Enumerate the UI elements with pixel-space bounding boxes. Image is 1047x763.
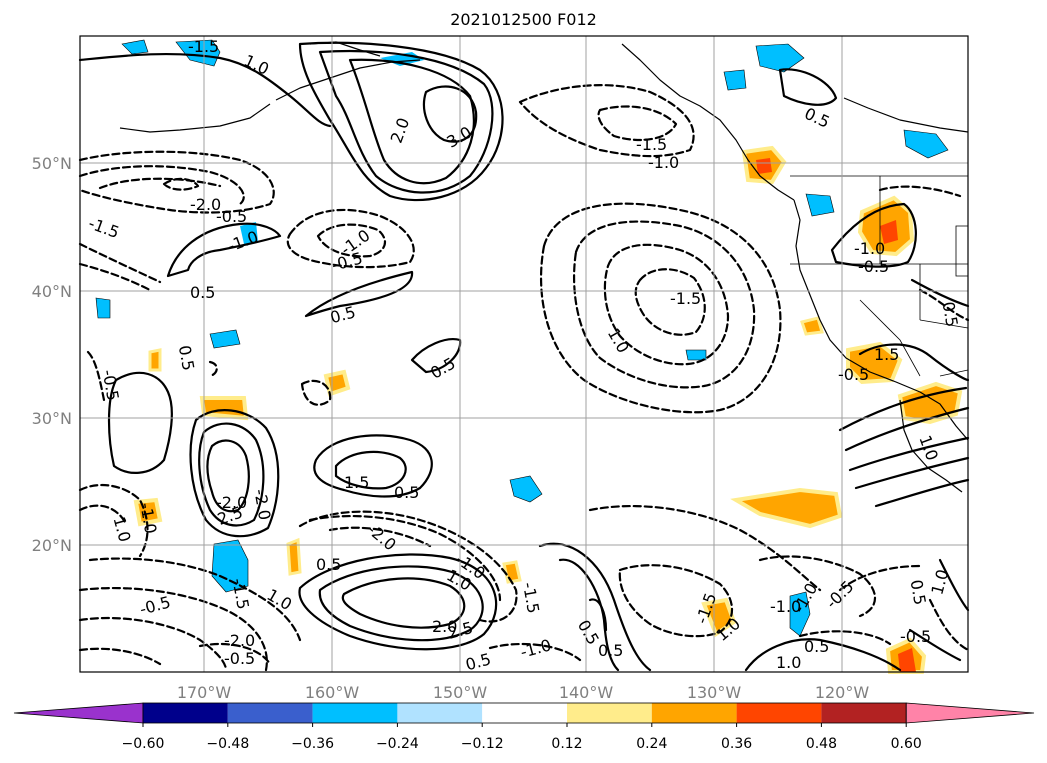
colorbar-tick-label: −0.12 xyxy=(461,736,504,752)
colorbar-segment xyxy=(312,703,398,723)
contour-label: 0.5 xyxy=(463,649,493,674)
contour-label: 1.0 xyxy=(927,567,952,597)
colorbar-tick-label: −0.36 xyxy=(291,736,334,752)
contour-label: -1.5 xyxy=(229,577,253,611)
contour-label: -1.5 xyxy=(636,135,667,154)
contour-label: -0.5 xyxy=(900,627,931,646)
colorbar-tick-label: −0.48 xyxy=(206,736,249,752)
contour-label: 0.5 xyxy=(316,555,341,574)
contour-label: 2.0 xyxy=(387,115,414,145)
contour-label: 2.0 xyxy=(432,617,457,636)
contour-label: -1.0 xyxy=(225,227,261,256)
contour-label: -1.5 xyxy=(188,37,219,56)
contour-label: -0.5 xyxy=(838,365,869,384)
colorbar-tick-label: −0.60 xyxy=(122,736,165,752)
contour-label: -2.0 xyxy=(216,493,247,512)
latitude-label: 30°N xyxy=(32,409,72,428)
colorbar-segment xyxy=(821,703,907,723)
contour-label: -1.0 xyxy=(136,501,160,535)
contour-label: 1.0 xyxy=(110,514,135,544)
longitude-label: 120°W xyxy=(815,683,870,702)
coastline-layer xyxy=(119,41,969,493)
shading-layer xyxy=(95,39,963,674)
contour-label: 0.5 xyxy=(939,300,962,328)
contour-label: -1.5 xyxy=(86,214,122,243)
contour-label: 1.0 xyxy=(604,325,633,357)
longitude-label: 160°W xyxy=(305,683,360,702)
colorbar-frame xyxy=(142,702,907,724)
contour-label: 1.0 xyxy=(264,585,296,614)
contour-label: 1.5 xyxy=(344,473,369,492)
contour-label: 0.5 xyxy=(175,344,198,372)
colorbar-segment xyxy=(567,703,652,723)
contour-label: -0.5 xyxy=(224,649,255,668)
contour-label: 1.0 xyxy=(241,51,272,79)
colorbar-extend-low xyxy=(13,702,144,724)
contour-label: 0.5 xyxy=(328,302,358,327)
contour-label: 0.5 xyxy=(598,641,623,660)
contour-label: -0.5 xyxy=(216,207,247,226)
longitude-label: 140°W xyxy=(559,683,614,702)
contour-label: -1.0 xyxy=(648,153,679,172)
contour-label: -1.5 xyxy=(519,581,543,615)
contour-label: 1.5 xyxy=(874,345,899,364)
latitude-labels: 50°N 40°N 30°N 20°N xyxy=(32,154,72,555)
contour-label: -2.0 xyxy=(224,631,255,650)
map-frame xyxy=(79,35,969,673)
contour-label: -2.0 xyxy=(190,195,221,214)
gridlines xyxy=(80,36,968,672)
longitude-labels: 170°W 160°W 150°W 140°W 130°W 120°W xyxy=(177,683,870,702)
contour-label: -2.0 xyxy=(364,520,400,555)
contour-label: 0.5 xyxy=(394,483,419,502)
contour-label: -0.5 xyxy=(330,248,365,274)
contour-label: -1.0 xyxy=(518,635,553,661)
colorbar-segment xyxy=(397,703,483,723)
colorbar-segment xyxy=(736,703,822,723)
latitude-label: 50°N xyxy=(32,154,72,173)
contour-label: -1.0 xyxy=(854,239,885,258)
colorbar-tick-label: 0.60 xyxy=(891,736,922,752)
contour-layer xyxy=(78,41,970,672)
contour-label: -0.5 xyxy=(99,368,123,402)
contour-label: -0.5 xyxy=(138,592,173,618)
contour-label: 0.5 xyxy=(802,104,833,132)
latitude-label: 20°N xyxy=(32,536,72,555)
colorbar-tick-label: −0.24 xyxy=(376,736,419,752)
colorbar: −0.60 −0.48 −0.36 −0.24 −0.12 0.12 0.24 … xyxy=(13,702,1035,752)
colorbar-tick-label: 0.36 xyxy=(721,736,752,752)
colorbar-extend-high xyxy=(905,702,1035,724)
colorbar-tick-label: 0.12 xyxy=(551,736,582,752)
contour-label: -1.0 xyxy=(770,597,801,616)
longitude-label: 170°W xyxy=(177,683,232,702)
longitude-label: 130°W xyxy=(687,683,742,702)
contour-label: 0.5 xyxy=(190,283,215,302)
contour-label: 0.5 xyxy=(804,637,829,656)
latitude-label: 40°N xyxy=(32,282,72,301)
longitude-label: 150°W xyxy=(433,683,488,702)
contour-label: 0.5 xyxy=(907,578,930,606)
contour-label: 1.0 xyxy=(776,653,801,672)
map-title: 2021012500 F012 xyxy=(450,10,597,29)
colorbar-tick-label: 0.48 xyxy=(806,736,837,752)
contour-label: -2.0 xyxy=(250,488,274,522)
colorbar-segment xyxy=(482,703,567,723)
colorbar-segment xyxy=(143,703,228,723)
colorbar-tick-label: 0.24 xyxy=(636,736,667,752)
contour-label: -1.5 xyxy=(670,289,701,308)
colorbar-segment xyxy=(227,703,313,723)
contour-label: -0.5 xyxy=(858,257,889,276)
colorbar-segment xyxy=(651,703,737,723)
